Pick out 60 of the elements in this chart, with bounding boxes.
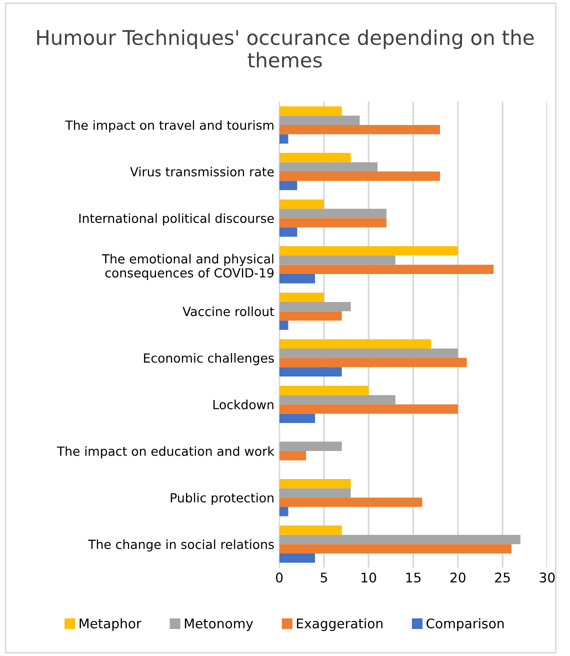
y-tick-label: Public protection xyxy=(170,492,274,505)
bar xyxy=(279,124,440,134)
bar xyxy=(279,106,342,116)
y-tick-label: The change in social relations xyxy=(88,539,274,552)
bar xyxy=(279,208,386,218)
y-tick-label: Virus transmission rate xyxy=(130,166,274,176)
bar xyxy=(279,218,386,228)
bar xyxy=(279,302,351,312)
bar xyxy=(279,404,458,414)
legend-label: Comparison xyxy=(426,618,504,632)
bar xyxy=(279,348,458,358)
bar xyxy=(279,180,298,190)
bar xyxy=(279,367,342,376)
bar xyxy=(279,274,316,284)
bar xyxy=(279,292,324,302)
bar xyxy=(279,386,369,396)
x-tick-label: 20 xyxy=(450,572,466,583)
bar xyxy=(279,246,458,256)
y-tick-label: The impact on education and work xyxy=(56,446,274,458)
bar xyxy=(279,320,288,330)
x-tick-label: 0 xyxy=(276,572,283,583)
x-tick-label: 15 xyxy=(406,572,420,583)
bar xyxy=(279,553,316,563)
x-tick-label: 30 xyxy=(540,572,555,583)
x-tick-label: 10 xyxy=(362,572,376,583)
bar xyxy=(279,255,396,265)
y-tick-label: Economic challenges xyxy=(144,353,274,366)
bar xyxy=(279,199,324,209)
bar xyxy=(279,544,512,554)
x-tick-label: 25 xyxy=(495,572,510,583)
legend-label: Metaphor xyxy=(80,618,142,632)
bar xyxy=(279,339,432,349)
bar xyxy=(279,264,494,274)
x-tick-label: 5 xyxy=(320,572,327,583)
bar xyxy=(279,162,378,172)
bar xyxy=(279,488,351,498)
bar xyxy=(279,311,342,321)
bar xyxy=(279,478,351,488)
bar xyxy=(279,442,342,451)
bar xyxy=(279,506,288,516)
y-tick-label: The emotional and physical consequences of COVID-19 xyxy=(102,254,274,280)
y-tick-label: The impact on travel and tourism xyxy=(65,120,274,132)
bar xyxy=(279,526,342,535)
bar xyxy=(279,414,316,424)
bar xyxy=(279,395,396,404)
legend-label: Exaggeration xyxy=(296,618,382,632)
y-tick-label: Vaccine rollout xyxy=(182,306,274,316)
chart-title: Humour Techniques' occurance depending on the themes xyxy=(37,30,534,68)
y-tick-label: Lockdown xyxy=(213,400,274,410)
bar xyxy=(279,451,306,460)
bar xyxy=(279,134,288,144)
bar xyxy=(279,534,520,544)
bar xyxy=(279,116,360,125)
bar xyxy=(279,498,422,507)
y-tick-label: International political discourse xyxy=(79,213,274,226)
legend-label: Metonomy xyxy=(184,618,254,632)
bar xyxy=(279,358,467,368)
bar xyxy=(279,227,298,237)
bar xyxy=(279,152,351,162)
bar xyxy=(279,172,440,181)
